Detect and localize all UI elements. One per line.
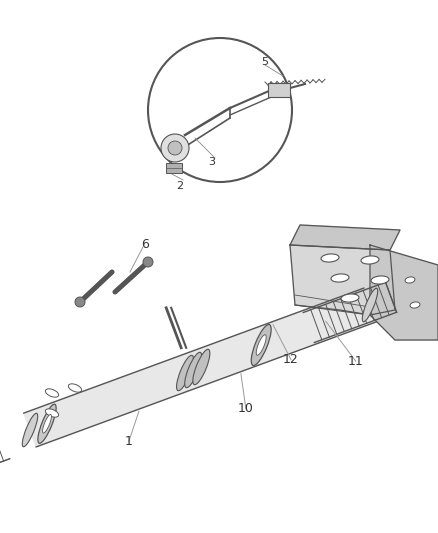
Text: 10: 10 — [238, 402, 254, 415]
Ellipse shape — [251, 325, 271, 366]
Ellipse shape — [185, 352, 201, 387]
Text: 11: 11 — [348, 355, 364, 368]
Ellipse shape — [405, 277, 415, 283]
Ellipse shape — [46, 389, 59, 397]
Ellipse shape — [361, 256, 379, 264]
Polygon shape — [370, 245, 438, 340]
Bar — [166, 163, 182, 173]
Ellipse shape — [22, 413, 38, 447]
Circle shape — [148, 38, 292, 182]
Text: 6: 6 — [141, 238, 149, 251]
Circle shape — [168, 141, 182, 155]
Circle shape — [75, 297, 85, 307]
Text: 5: 5 — [261, 57, 268, 67]
Polygon shape — [290, 225, 400, 250]
Text: 12: 12 — [283, 353, 299, 366]
Text: 3: 3 — [208, 157, 215, 167]
Ellipse shape — [362, 288, 378, 322]
Ellipse shape — [371, 276, 389, 284]
Ellipse shape — [341, 294, 359, 302]
Ellipse shape — [321, 254, 339, 262]
Ellipse shape — [42, 415, 51, 433]
Ellipse shape — [68, 384, 81, 392]
Ellipse shape — [331, 274, 349, 282]
Circle shape — [143, 257, 153, 267]
Polygon shape — [24, 288, 376, 447]
Text: 1: 1 — [125, 435, 133, 448]
Circle shape — [161, 134, 189, 162]
Polygon shape — [290, 245, 395, 315]
Ellipse shape — [46, 409, 59, 417]
Ellipse shape — [193, 349, 210, 385]
Ellipse shape — [410, 302, 420, 308]
Text: 2: 2 — [177, 181, 184, 191]
Ellipse shape — [177, 356, 194, 391]
Ellipse shape — [38, 404, 56, 443]
Ellipse shape — [256, 335, 266, 356]
Bar — [268, 83, 290, 97]
